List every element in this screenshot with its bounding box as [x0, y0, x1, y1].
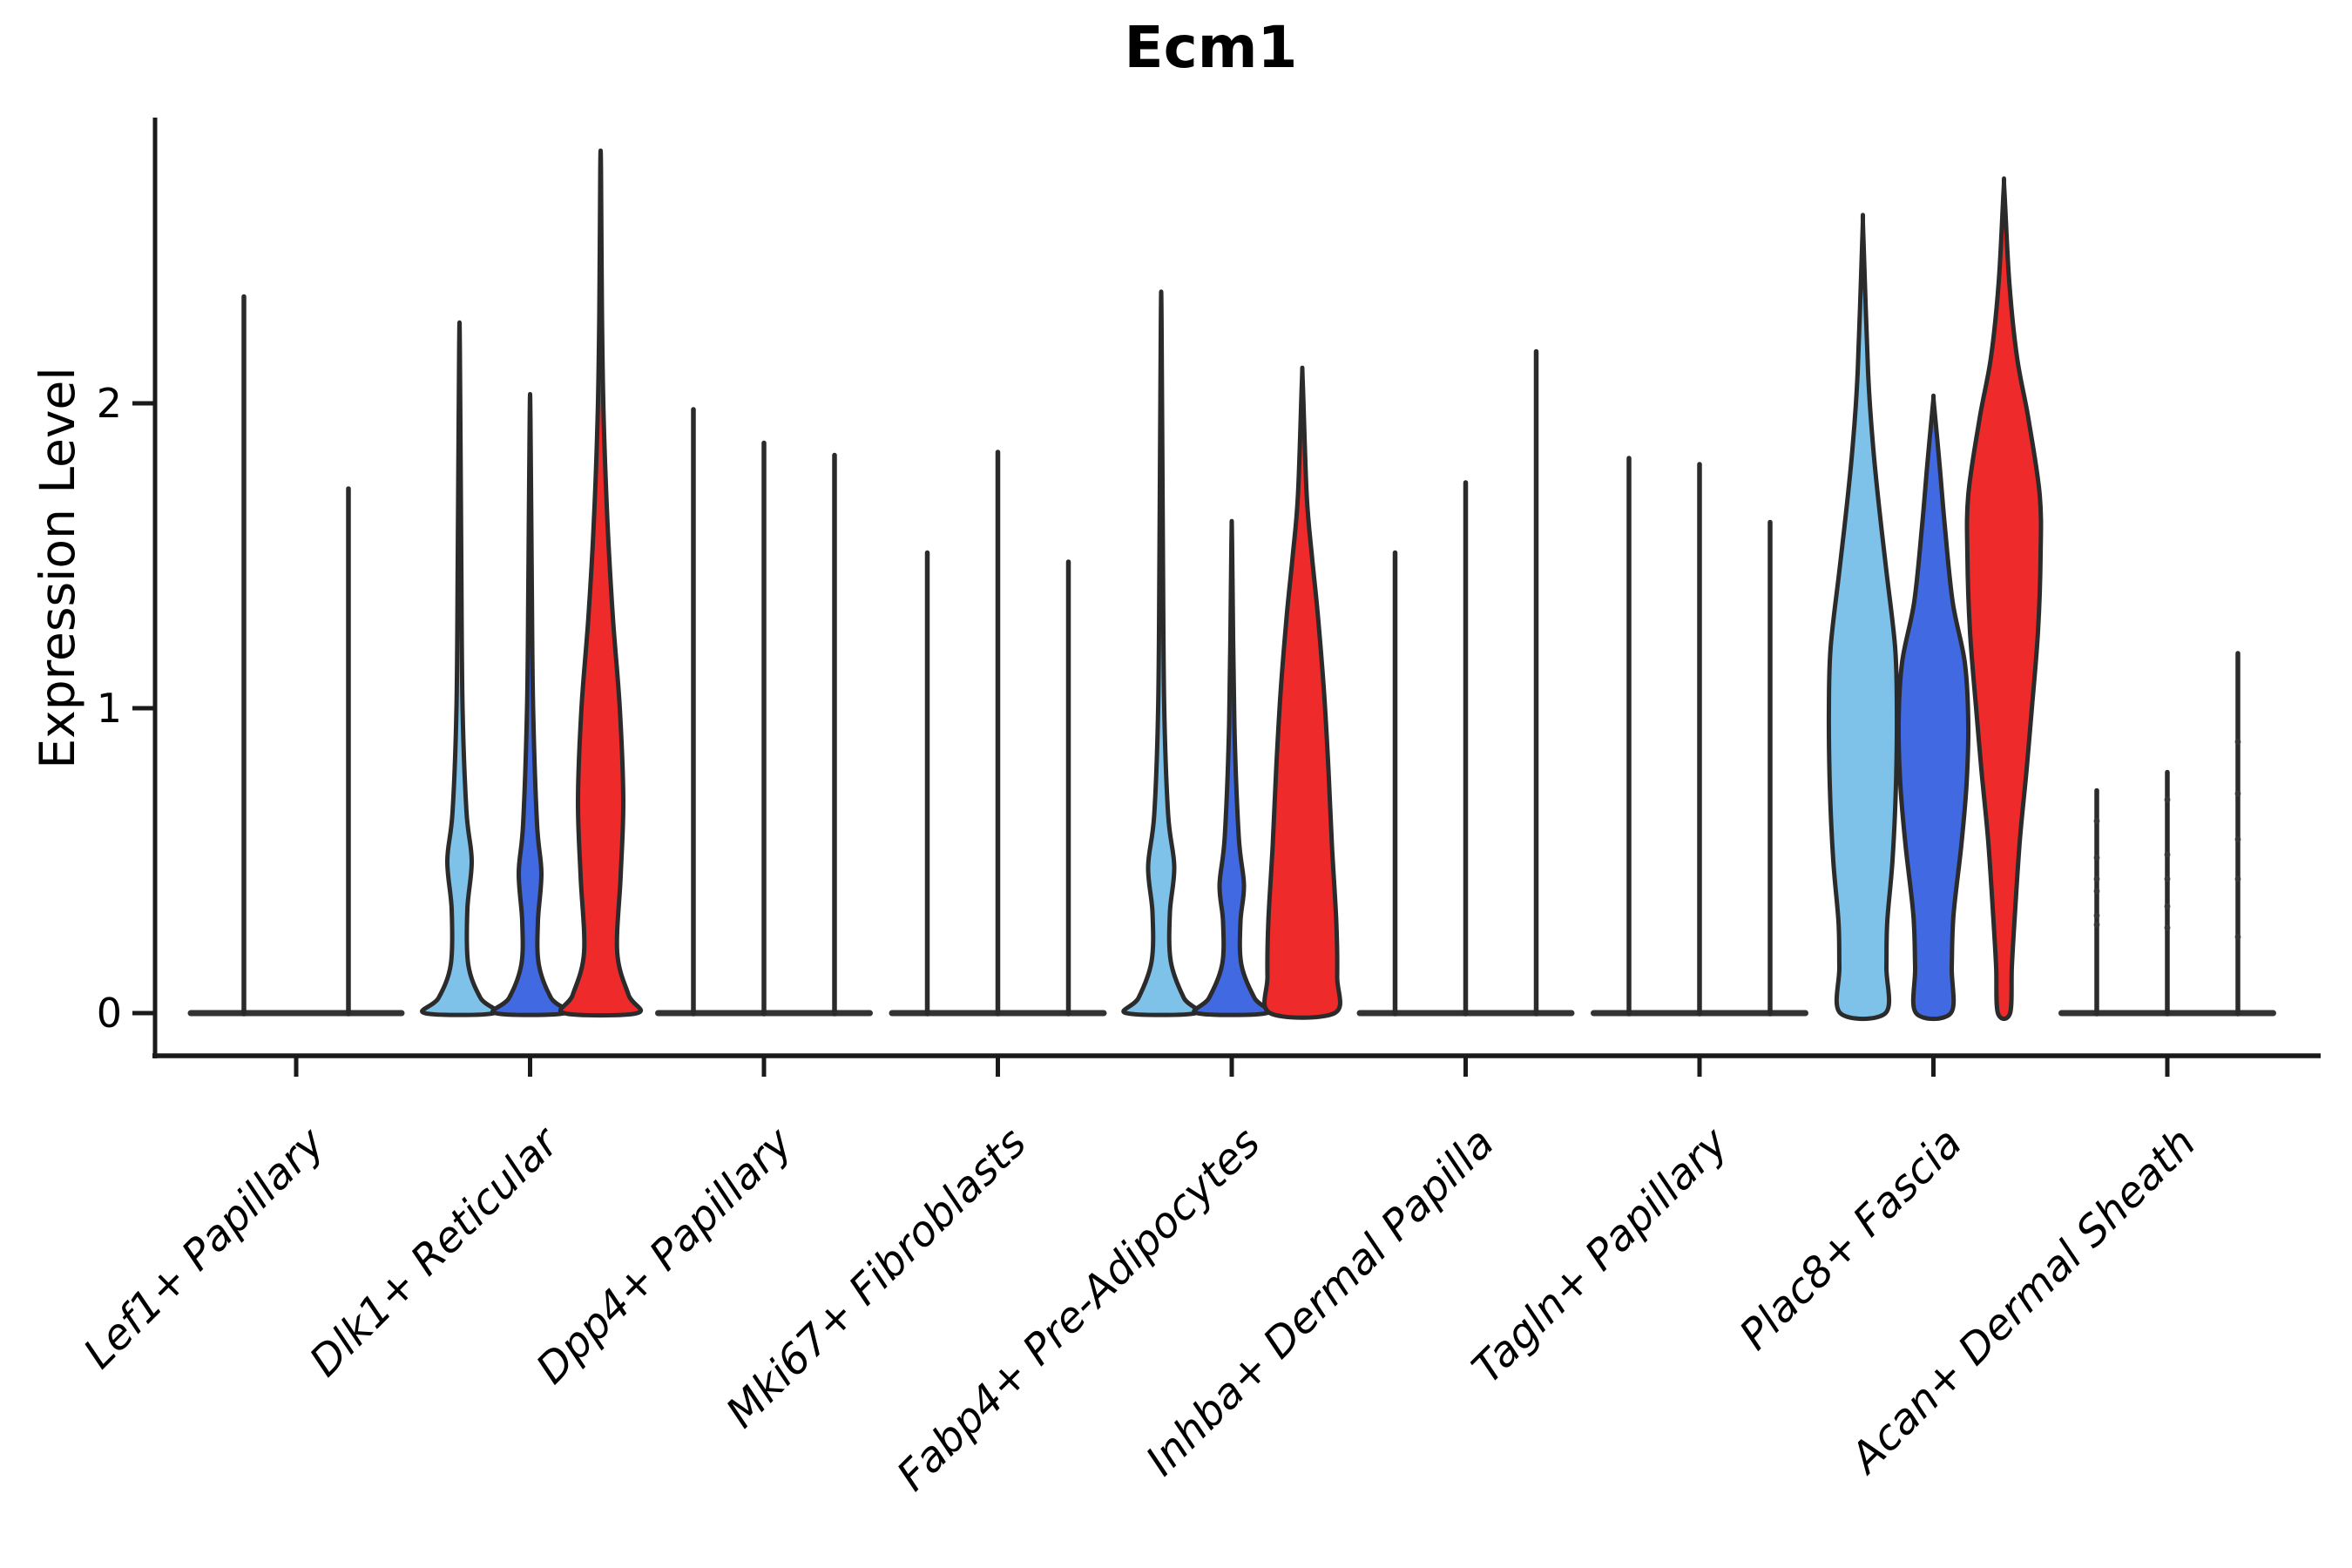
- expression-point: [2234, 875, 2241, 882]
- expression-point: [2164, 851, 2171, 858]
- x-tick-label: Lef1+ Papillary: [74, 1118, 335, 1378]
- expression-point: [2093, 875, 2100, 882]
- expression-point: [2164, 796, 2171, 803]
- expression-point: [2234, 739, 2241, 745]
- violin-body-red: [1964, 176, 2044, 1022]
- violin-body-red: [558, 148, 644, 1018]
- violin-body-lightblue: [420, 321, 499, 1017]
- expression-point: [2234, 836, 2241, 842]
- expression-point: [2093, 818, 2100, 824]
- violin-body-blue: [1192, 519, 1272, 1017]
- x-tick-label: Plac8+ Fascia: [1730, 1119, 1971, 1360]
- violin-body-blue: [1896, 393, 1971, 1022]
- expression-point: [2093, 922, 2100, 928]
- y-tick-label: 0: [97, 990, 122, 1037]
- chart-title: Ecm1: [1124, 14, 1298, 81]
- violin-body-lightblue: [1826, 213, 1900, 1022]
- violin-body-blue: [490, 392, 570, 1017]
- y-tick-label: 2: [97, 380, 122, 427]
- expression-point: [2164, 903, 2171, 909]
- expression-point: [2093, 888, 2100, 895]
- y-axis-label: Expression Level: [30, 367, 85, 769]
- expression-point: [2093, 912, 2100, 919]
- expression-point: [2234, 934, 2241, 940]
- y-tick-label: 1: [97, 685, 122, 732]
- x-tick-label: Tagln+ Papillary: [1463, 1118, 1738, 1393]
- x-tick-label: Dpp4+ Papillary: [527, 1118, 802, 1393]
- expression-point: [2164, 875, 2171, 882]
- expression-point: [2093, 855, 2100, 861]
- expression-point: [2164, 924, 2171, 931]
- violin-body-lightblue: [1121, 289, 1201, 1017]
- violin-body-red: [1262, 365, 1342, 1020]
- expression-point: [2234, 790, 2241, 797]
- x-tick-label: Dlk1+ Reticular: [301, 1117, 571, 1387]
